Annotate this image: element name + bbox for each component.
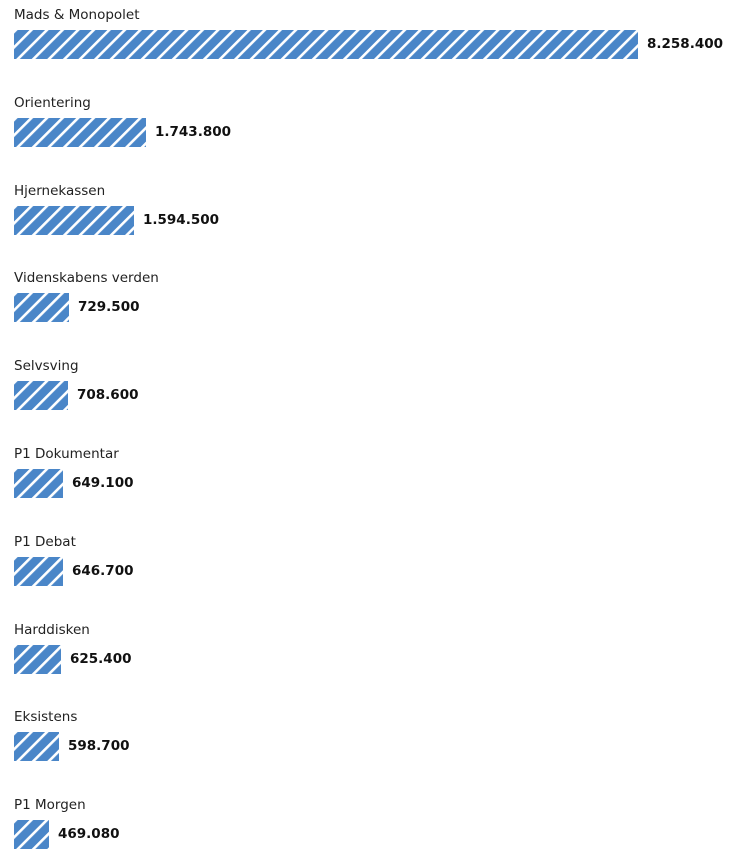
value-label: 708.600 xyxy=(77,387,139,403)
category-label: P1 Dokumentar xyxy=(14,446,119,462)
bar xyxy=(14,30,638,59)
bar-row: Selvsving 708.600 xyxy=(14,358,724,410)
bar xyxy=(14,118,146,147)
value-label: 729.500 xyxy=(78,299,140,315)
category-label: Selvsving xyxy=(14,358,79,374)
bar-row: Harddisken 625.400 xyxy=(14,622,724,674)
value-label: 625.400 xyxy=(70,651,132,667)
category-label: P1 Debat xyxy=(14,534,76,550)
bar-row: Orientering 1.743.800 xyxy=(14,95,724,147)
bar-row: P1 Debat 646.700 xyxy=(14,534,724,586)
bar xyxy=(14,469,63,498)
bar xyxy=(14,645,61,674)
value-label: 1.594.500 xyxy=(143,212,220,228)
bar-mark xyxy=(14,381,68,410)
value-label: 646.700 xyxy=(72,563,134,579)
bar-row: Hjernekassen 1.594.500 xyxy=(14,183,724,235)
bar-mark xyxy=(14,30,638,59)
category-label: Videnskabens verden xyxy=(14,270,159,286)
value-label: 598.700 xyxy=(68,738,130,754)
bar-mark xyxy=(14,206,134,235)
bar-mark xyxy=(14,732,59,761)
bar xyxy=(14,557,63,586)
bar-mark xyxy=(14,293,69,322)
bar-row: P1 Dokumentar 649.100 xyxy=(14,446,724,498)
bar xyxy=(14,293,69,322)
category-label: Mads & Monopolet xyxy=(14,7,140,23)
value-label: 649.100 xyxy=(72,475,134,491)
bar xyxy=(14,206,134,235)
bar-row: Videnskabens verden 729.500 xyxy=(14,270,724,322)
bar-mark xyxy=(14,645,61,674)
category-label: Harddisken xyxy=(14,622,90,638)
bar-mark xyxy=(14,469,63,498)
value-label: 1.743.800 xyxy=(155,124,232,140)
bar-mark xyxy=(14,118,146,147)
category-label: Orientering xyxy=(14,95,91,111)
category-label: P1 Morgen xyxy=(14,797,86,813)
bar-mark xyxy=(14,557,63,586)
value-label: 469.080 xyxy=(58,826,120,842)
category-label: Eksistens xyxy=(14,709,78,725)
bar xyxy=(14,732,59,761)
bar-row: Mads & Monopolet 8.258.400 xyxy=(14,7,724,59)
bar xyxy=(14,820,49,849)
bar-row: P1 Morgen 469.080 xyxy=(14,797,724,849)
bar-mark xyxy=(14,820,49,849)
bar xyxy=(14,381,68,410)
value-label: 8.258.400 xyxy=(647,36,724,52)
category-label: Hjernekassen xyxy=(14,183,106,199)
bar-row: Eksistens 598.700 xyxy=(14,709,724,761)
